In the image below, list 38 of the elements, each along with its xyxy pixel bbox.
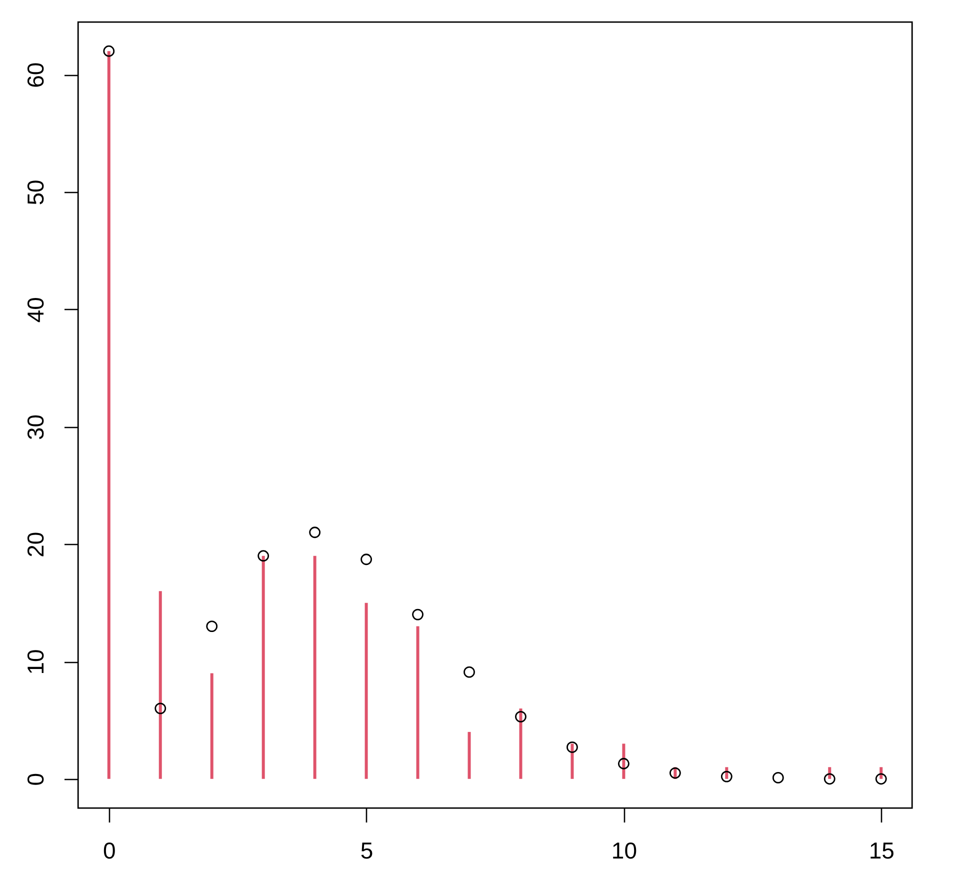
bar <box>364 602 368 779</box>
bar <box>158 591 162 779</box>
y-tick-label: 60 <box>22 62 48 88</box>
bar <box>107 51 110 779</box>
bar <box>313 556 316 779</box>
point <box>154 702 166 714</box>
point <box>669 767 681 779</box>
point <box>464 666 475 678</box>
point <box>515 710 526 722</box>
point <box>360 554 372 566</box>
x-tick-label: 0 <box>102 838 116 864</box>
bar <box>570 744 574 779</box>
point <box>618 758 630 770</box>
y-tick-label: 40 <box>22 297 48 323</box>
bar <box>416 626 420 779</box>
point <box>566 742 578 753</box>
x-tick-label: 15 <box>868 838 894 864</box>
bar <box>519 708 522 779</box>
point <box>412 608 424 620</box>
point <box>720 770 732 782</box>
point <box>258 550 270 562</box>
bar <box>262 556 265 779</box>
point <box>309 526 321 538</box>
bar <box>468 732 471 779</box>
y-tick-label: 20 <box>22 532 48 558</box>
y-tick-label: 30 <box>22 414 48 440</box>
point <box>772 772 784 784</box>
y-tick-label: 0 <box>22 772 48 786</box>
y-tick-label: 50 <box>22 180 48 206</box>
bar <box>622 744 626 779</box>
point <box>824 773 836 785</box>
x-tick-label: 10 <box>611 838 637 864</box>
point <box>875 773 887 785</box>
point <box>103 45 115 57</box>
x-tick-label: 5 <box>360 838 374 864</box>
bar <box>210 673 214 779</box>
point <box>206 620 218 632</box>
y-tick-label: 10 <box>22 649 48 675</box>
